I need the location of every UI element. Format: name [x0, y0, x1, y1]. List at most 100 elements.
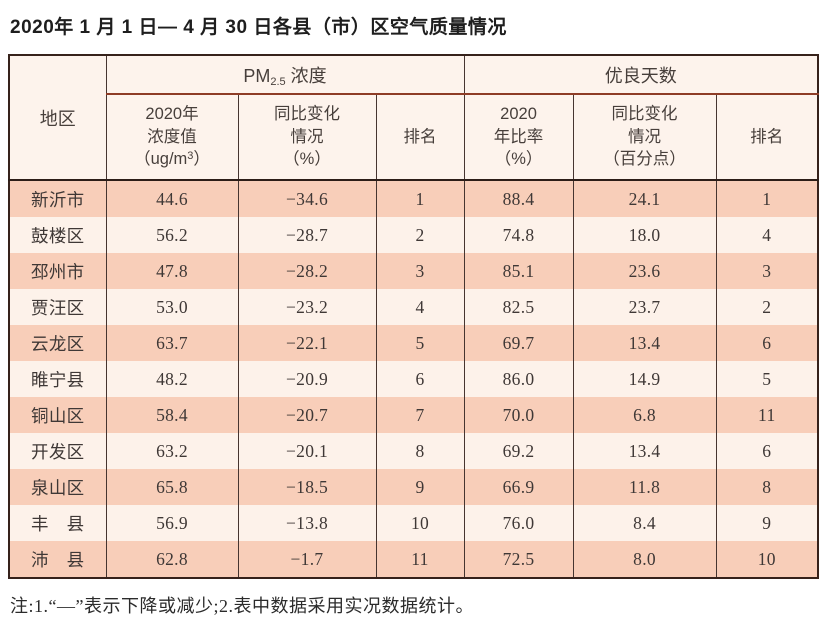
region-cell: 泉山区 [8, 469, 107, 505]
good-ratio-cell: 86.0 [463, 361, 574, 397]
region-cell: 丰 县 [8, 505, 107, 541]
group-header-row: 地区 PM2.5 浓度 优良天数 [8, 55, 819, 181]
pm25-label-suffix: 浓度 [285, 65, 327, 86]
good-ratio-header-line1: 2020 [500, 104, 537, 123]
good-ratio-cell: 69.7 [463, 325, 574, 361]
pm25-value-header-unit: （ug/m3） [107, 148, 237, 171]
page-title: 2020年 1 月 1 日— 4 月 30 日各县（市）区空气质量情况 [10, 17, 507, 38]
region-cell: 邳州市 [8, 253, 107, 289]
region-cell: 新沂市 [8, 180, 107, 217]
table-row: 贾汪区 53.0 −23.2 4 82.5 23.7 2 [8, 289, 819, 325]
good-change-cell: 11.8 [572, 469, 717, 505]
pm25-value-cell: 62.8 [105, 541, 239, 578]
good-rank-cell: 10 [715, 541, 819, 578]
air-quality-table: 地区 PM2.5 浓度 优良天数 2020年 浓度值 （ug/m3） 同比变化 … [8, 54, 820, 579]
pm25-change-header-line1: 同比变化 [274, 104, 340, 123]
pm25-change-cell: −28.7 [237, 217, 377, 253]
good-change-header-line1: 同比变化 [611, 104, 678, 123]
pm25-rank-cell: 9 [375, 469, 465, 505]
pm25-value-cell: 44.6 [105, 180, 239, 217]
pm25-rank-cell: 6 [375, 361, 465, 397]
good-rank-cell: 11 [715, 397, 819, 433]
good-change-cell: 14.9 [572, 361, 717, 397]
good-ratio-cell: 76.0 [463, 505, 574, 541]
region-cell: 铜山区 [8, 397, 107, 433]
pm25-change-cell: −20.7 [237, 397, 377, 433]
pm25-rank-cell: 10 [375, 505, 465, 541]
unit-suffix: ） [193, 150, 210, 169]
region-cell: 鼓楼区 [8, 217, 107, 253]
table-row: 沛 县 62.8 −1.7 11 72.5 8.0 10 [8, 541, 819, 578]
pm25-change-cell: −22.1 [237, 325, 377, 361]
good-ratio-cell: 82.5 [463, 289, 574, 325]
good-change-cell: 13.4 [572, 325, 717, 361]
good-ratio-cell: 69.2 [463, 433, 574, 469]
pm25-rank-cell: 4 [375, 289, 465, 325]
pm25-value-header: 2020年 浓度值 （ug/m3） [105, 94, 239, 181]
good-ratio-cell: 74.8 [463, 217, 574, 253]
table-row: 开发区 63.2 −20.1 8 69.2 13.4 6 [8, 433, 819, 469]
good-rank-cell: 9 [715, 505, 819, 541]
pm25-value-cell: 56.2 [105, 217, 239, 253]
table-row: 云龙区 63.7 −22.1 5 69.7 13.4 6 [8, 325, 819, 361]
good-rank-cell: 4 [715, 217, 819, 253]
pm25-rank-cell: 7 [375, 397, 465, 433]
good-change-header: 同比变化 情况 （百分点） [572, 94, 717, 181]
table-row: 丰 县 56.9 −13.8 10 76.0 8.4 9 [8, 505, 819, 541]
good-rank-cell: 6 [715, 433, 819, 469]
table-row: 铜山区 58.4 −20.7 7 70.0 6.8 11 [8, 397, 819, 433]
good-ratio-cell: 85.1 [463, 253, 574, 289]
good-rank-cell: 2 [715, 289, 819, 325]
good-change-header-line2: 情况 [628, 127, 662, 146]
pm25-change-cell: −28.2 [237, 253, 377, 289]
region-cell: 睢宁县 [8, 361, 107, 397]
region-cell: 贾汪区 [8, 289, 107, 325]
good-ratio-header-unit: （%） [494, 150, 543, 169]
pm25-change-cell: −18.5 [237, 469, 377, 505]
good-change-cell: 8.0 [572, 541, 717, 578]
good-change-cell: 24.1 [572, 180, 717, 217]
pm25-value-cell: 56.9 [105, 505, 239, 541]
good-rank-cell: 3 [715, 253, 819, 289]
pm25-rank-cell: 1 [375, 180, 465, 217]
good-change-cell: 18.0 [572, 217, 717, 253]
pm25-change-cell: −13.8 [237, 505, 377, 541]
good-rank-cell: 5 [715, 361, 819, 397]
pm25-change-cell: −20.9 [237, 361, 377, 397]
table-row: 新沂市 44.6 −34.6 1 88.4 24.1 1 [8, 180, 819, 217]
pm25-value-cell: 53.0 [105, 289, 239, 325]
pm25-change-cell: −23.2 [237, 289, 377, 325]
pm25-label-subscript: 2.5 [270, 75, 286, 88]
table-row: 鼓楼区 56.2 −28.7 2 74.8 18.0 4 [8, 217, 819, 253]
table-row: 睢宁县 48.2 −20.9 6 86.0 14.9 5 [8, 361, 819, 397]
good-ratio-cell: 66.9 [463, 469, 574, 505]
good-days-group-header: 优良天数 [463, 55, 819, 95]
pm25-change-header-line2: 情况 [290, 127, 324, 146]
unit-prefix: （ug/m [134, 150, 188, 169]
good-rank-header: 排名 [715, 94, 819, 181]
good-rank-cell: 6 [715, 325, 819, 361]
good-ratio-cell: 70.0 [463, 397, 574, 433]
pm25-change-cell: −1.7 [237, 541, 377, 578]
region-column-header: 地区 [8, 55, 107, 181]
unit-superscript: 3 [187, 150, 194, 163]
good-change-cell: 23.7 [572, 289, 717, 325]
good-change-header-unit: （百分点） [603, 150, 686, 169]
region-cell: 云龙区 [8, 325, 107, 361]
table-row: 泉山区 65.8 −18.5 9 66.9 11.8 8 [8, 469, 819, 505]
good-ratio-cell: 72.5 [463, 541, 574, 578]
pm25-rank-cell: 8 [375, 433, 465, 469]
pm25-value-cell: 63.2 [105, 433, 239, 469]
pm25-rank-cell: 3 [375, 253, 465, 289]
pm25-rank-cell: 2 [375, 217, 465, 253]
table-row: 邳州市 47.8 −28.2 3 85.1 23.6 3 [8, 253, 819, 289]
pm25-change-header: 同比变化 情况 （%） [237, 94, 377, 181]
region-cell: 沛 县 [8, 541, 107, 578]
footnote: 注:1.“—”表示下降或减少;2.表中数据采用实况数据统计。 [10, 596, 474, 616]
good-change-cell: 6.8 [572, 397, 717, 433]
pm25-group-header: PM2.5 浓度 [105, 55, 465, 95]
good-ratio-header: 2020 年比率 （%） [463, 94, 574, 181]
pm25-value-cell: 63.7 [105, 325, 239, 361]
pm25-change-header-unit: （%） [283, 150, 331, 169]
pm25-rank-cell: 5 [375, 325, 465, 361]
